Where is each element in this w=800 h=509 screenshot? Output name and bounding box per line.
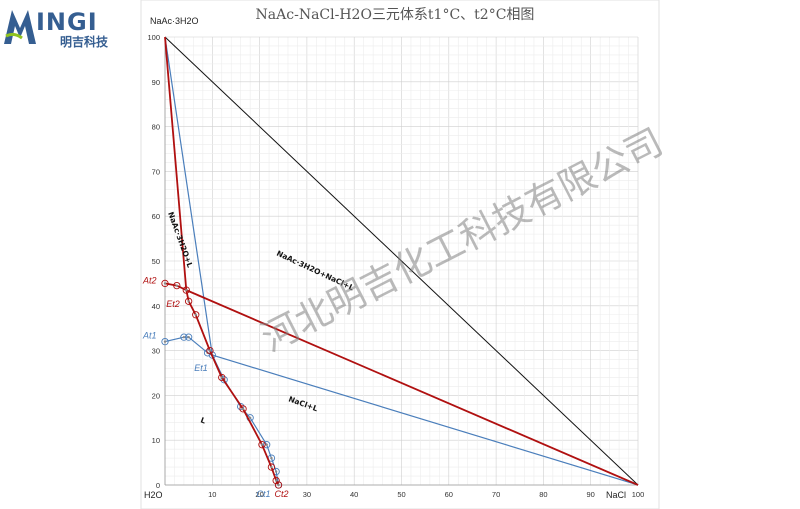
data-point-t1 xyxy=(263,441,271,449)
data-point-center-t2 xyxy=(241,407,245,411)
x-tick-label: 40 xyxy=(350,490,358,499)
x-tick-label: 100 xyxy=(632,490,645,499)
series-t1: At1 Et1 Ct1 xyxy=(142,36,639,499)
logo-subtext: 明吉科技 xyxy=(60,35,109,49)
x-tick-label: 60 xyxy=(445,490,453,499)
x-tick-label: 30 xyxy=(303,490,311,499)
data-point-center-t2 xyxy=(208,349,212,352)
x-tick-label: 20 xyxy=(255,490,263,499)
data-point-center-t2 xyxy=(274,479,278,482)
region-label-liquid: L xyxy=(199,415,207,425)
company-logo: INGI 明吉科技 xyxy=(2,6,118,49)
data-point-center-t2 xyxy=(163,282,167,285)
data-point-t1 xyxy=(220,376,228,384)
data-point-center-t2 xyxy=(185,288,188,292)
y-tick-label: 90 xyxy=(152,78,160,87)
data-point-t2 xyxy=(272,476,280,485)
data-point-center-t1 xyxy=(182,335,186,339)
y-tick-label: 80 xyxy=(152,123,160,132)
data-point-t2 xyxy=(184,297,193,305)
data-point-t2 xyxy=(267,463,276,471)
data-point-t1 xyxy=(180,333,188,341)
tie-line-t2 xyxy=(185,289,639,486)
grid xyxy=(164,36,639,486)
x-tick-label: 80 xyxy=(539,490,547,499)
tie-line-t2 xyxy=(164,36,188,291)
triangle-hypotenuse xyxy=(164,36,639,486)
point-label-at2: At2 xyxy=(142,275,157,285)
x-tick-label: 50 xyxy=(397,490,405,499)
point-label-et2: Et2 xyxy=(166,299,180,309)
axis-label-right: NaCl xyxy=(606,490,626,500)
y-tick-label: 20 xyxy=(152,391,160,400)
data-point-t2 xyxy=(173,281,181,290)
series-t2: At2 Et2 Ct2 xyxy=(142,36,639,499)
logo-mark-icon xyxy=(4,10,36,44)
data-point-t1 xyxy=(184,333,193,341)
data-point-center-t2 xyxy=(175,284,179,287)
data-point-t1 xyxy=(237,402,245,411)
data-point-t2 xyxy=(161,279,169,288)
data-point-t2 xyxy=(274,481,283,489)
data-point-t2 xyxy=(239,405,247,413)
x-tick-label: 10 xyxy=(208,490,216,499)
axis-label-top: NaAc·3H2O xyxy=(150,16,199,26)
data-point-center-t2 xyxy=(270,465,273,469)
y-tick-label: 30 xyxy=(152,347,160,356)
tie-line-t1 xyxy=(164,36,213,356)
data-point-t2 xyxy=(192,311,200,319)
data-point-t2 xyxy=(218,373,226,382)
data-point-center-t2 xyxy=(194,313,197,316)
data-point-t1 xyxy=(208,351,216,359)
data-point-center-t1 xyxy=(187,335,190,339)
y-tick-label: 50 xyxy=(152,257,160,266)
logo-text: INGI xyxy=(36,8,98,36)
plot-frame xyxy=(140,0,660,509)
y-tick-label: 40 xyxy=(152,302,160,311)
data-point-center-t1 xyxy=(163,340,167,343)
axis-ticks: 0 10 20 30 40 50 60 70 80 90 100 10 20 30 40 50 60 70 80 90… xyxy=(147,33,644,499)
data-point-t2 xyxy=(182,286,190,294)
data-point-center-t2 xyxy=(260,443,264,446)
chart-title: NaAc-NaCl-H2O三元体系t1°C、t2°C相图 xyxy=(256,7,535,23)
data-point-center-t2 xyxy=(277,483,280,487)
data-point-center-t1 xyxy=(248,416,252,419)
x-tick-label: 90 xyxy=(587,490,595,499)
data-point-center-t2 xyxy=(220,376,223,379)
point-label-at1: At1 xyxy=(142,331,157,341)
y-tick-label: 10 xyxy=(152,436,160,445)
data-point-center-t1 xyxy=(265,443,268,446)
y-tick-label: 60 xyxy=(152,212,160,221)
point-label-et1: Et1 xyxy=(194,363,208,373)
data-point-center-t2 xyxy=(187,300,190,303)
tie-line-t1 xyxy=(212,354,639,486)
y-tick-label: 100 xyxy=(147,33,160,42)
axis-label-origin: H2O xyxy=(144,490,163,500)
series-layer: At1 Et1 Ct1 At2 Et2 Ct2 xyxy=(142,36,639,499)
y-tick-label: 0 xyxy=(156,481,160,490)
y-tick-label: 70 xyxy=(152,167,160,176)
data-point-t1 xyxy=(161,337,169,346)
data-point-center-t1 xyxy=(274,470,278,473)
data-point-t2 xyxy=(206,346,214,355)
point-label-ct2: Ct2 xyxy=(275,489,289,499)
solubility-curve-t2 xyxy=(164,282,280,486)
data-point-t2 xyxy=(258,441,266,449)
data-point-center-t1 xyxy=(270,456,273,460)
point-label-ct1: Ct1 xyxy=(257,489,271,499)
x-tick-label: 70 xyxy=(492,490,500,499)
